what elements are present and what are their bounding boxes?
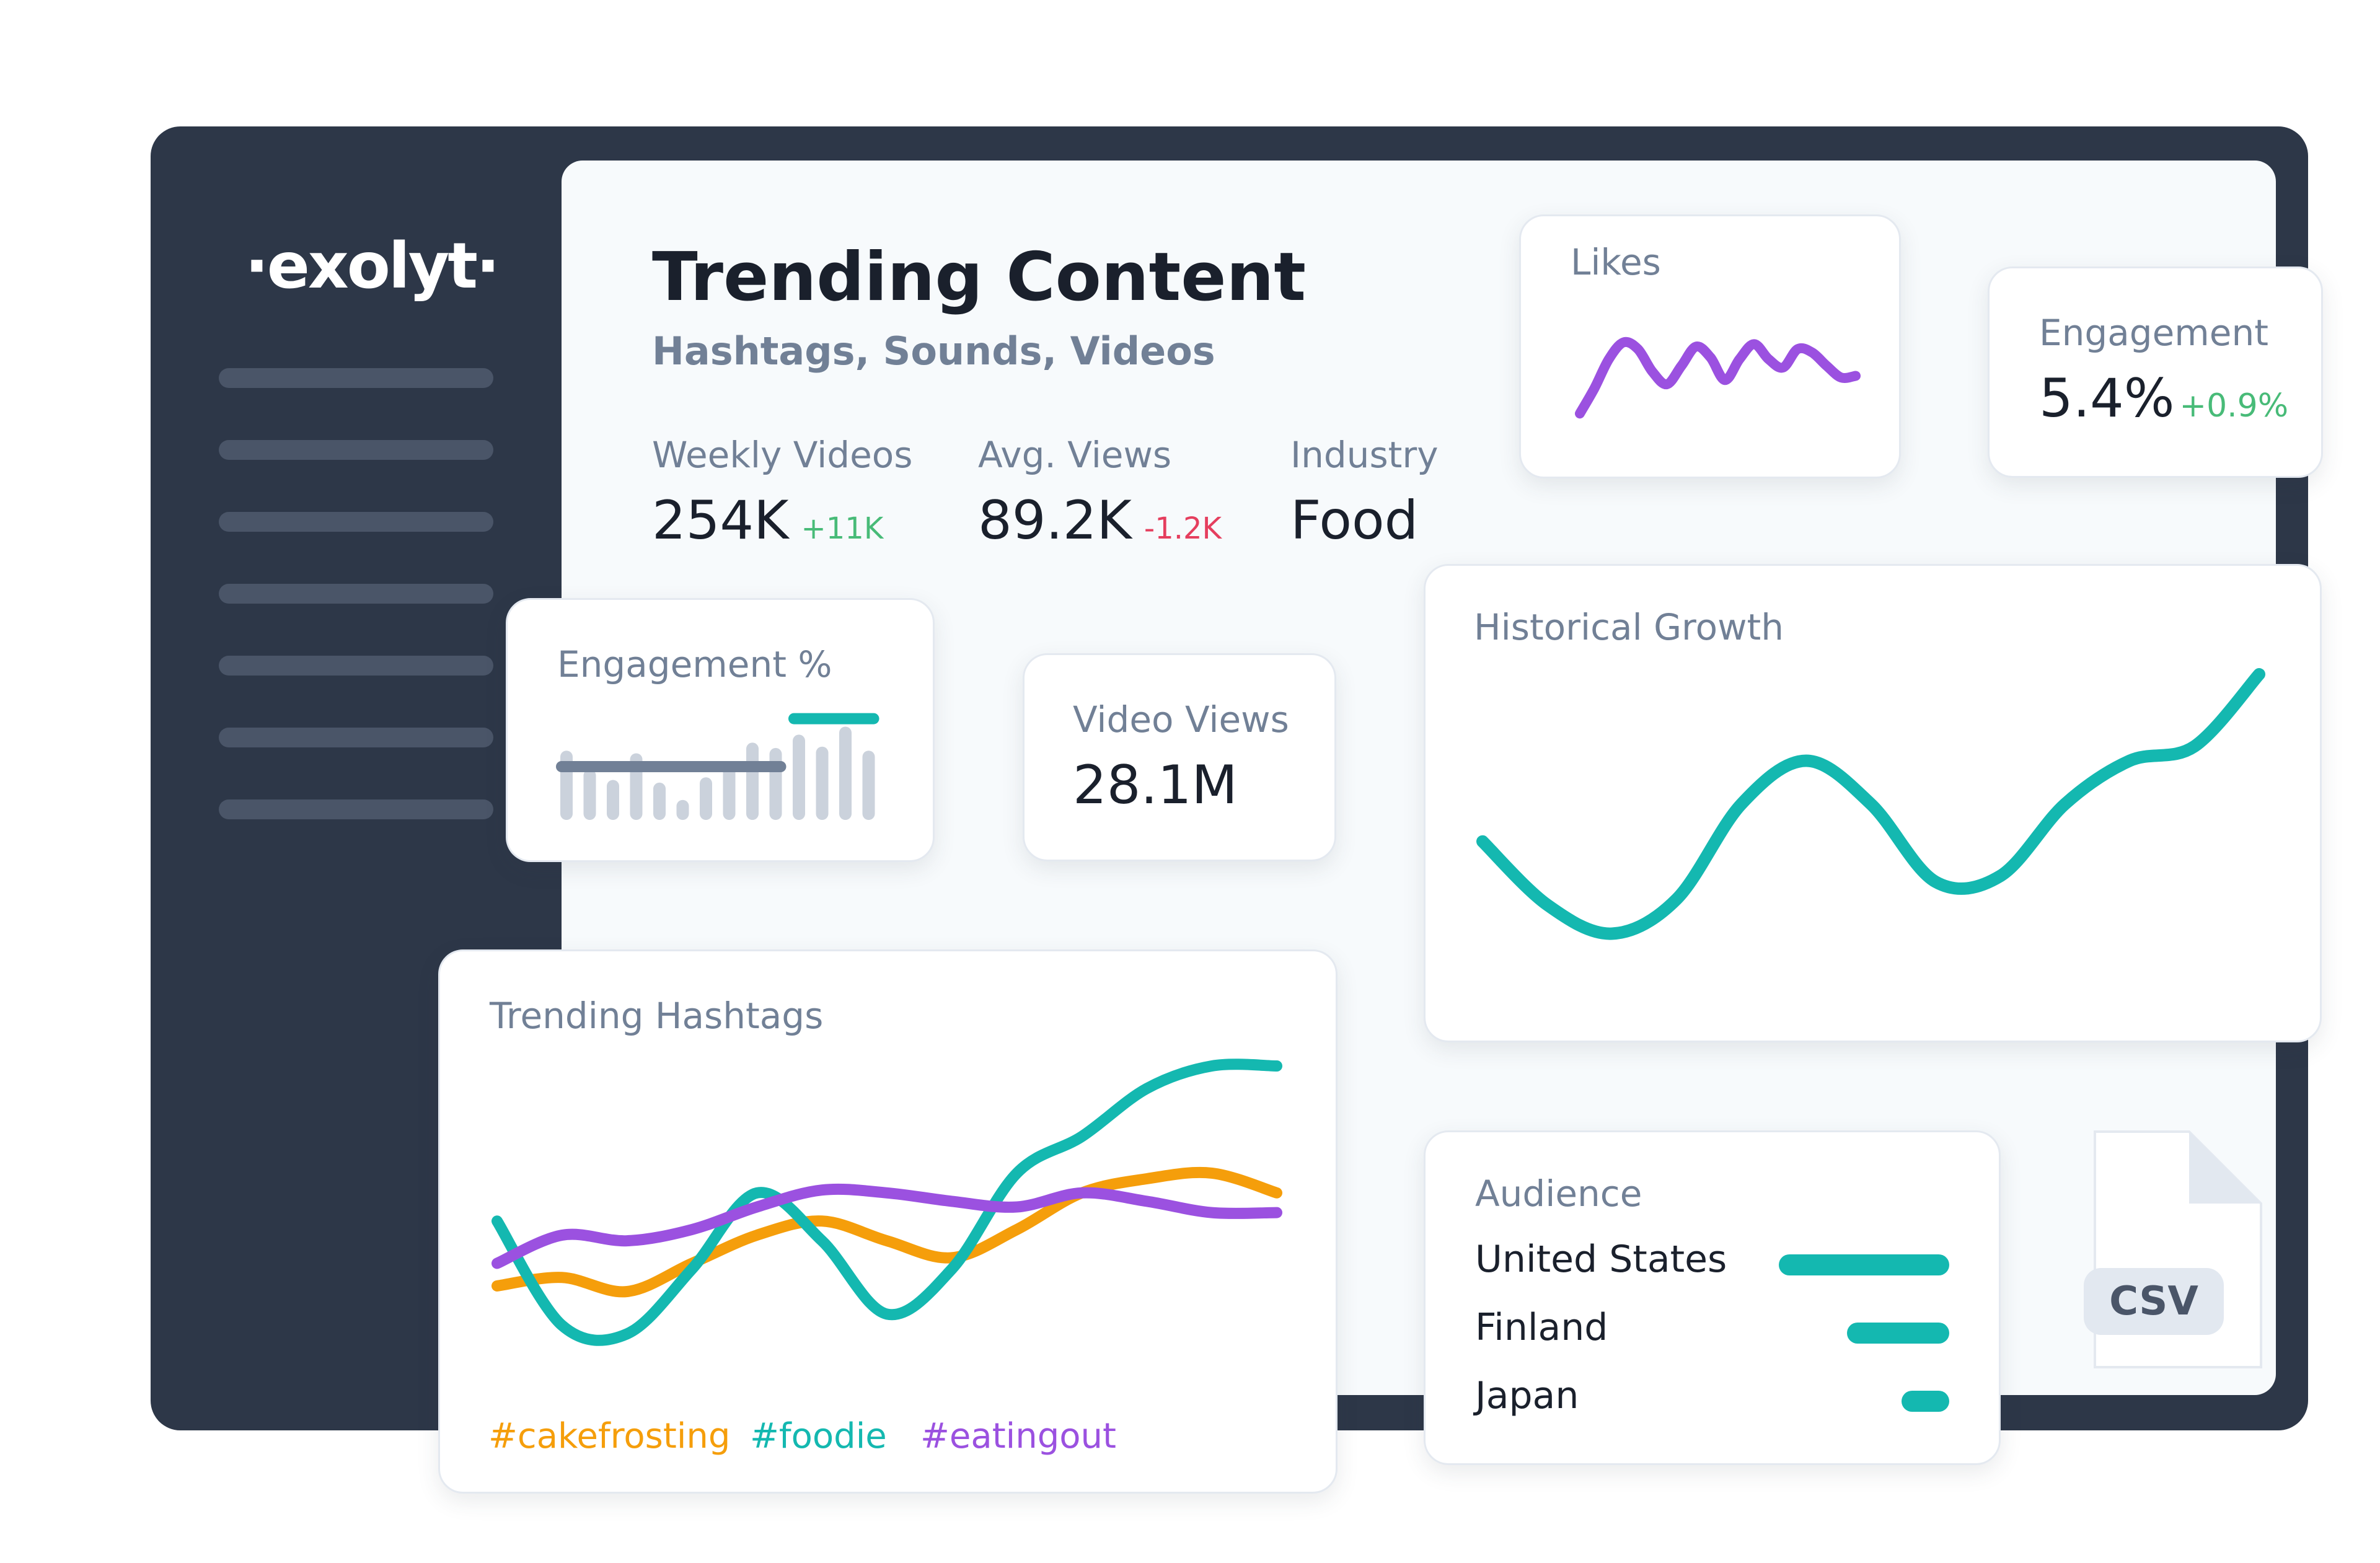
trending-hashtags-chart — [491, 1059, 1282, 1346]
audience-label-united-states: United States — [1475, 1238, 1727, 1281]
page-subtitle: Hashtags, Sounds, Videos — [652, 328, 1215, 374]
engagement-delta: +0.9% — [2179, 387, 2289, 425]
engagement-bar — [769, 747, 782, 820]
stat-value-weekly-videos: 254K — [652, 490, 789, 552]
legend-eatingout[interactable]: #eatingout — [920, 1416, 1116, 1456]
engagement-bar — [653, 782, 666, 820]
hashtag-line-eatingout — [491, 1183, 1282, 1269]
engagement-bar — [607, 780, 619, 820]
trending-hashtags-card[interactable]: Trending Hashtags — [438, 949, 1338, 1494]
likes-sparkline — [1575, 337, 1861, 419]
likes-line — [1575, 337, 1861, 419]
historical-growth-title: Historical Growth — [1474, 606, 1784, 648]
stat-avg-views: 89.2K -1.2K — [978, 490, 1222, 552]
engagement-bar — [583, 769, 596, 820]
audience-title: Audience — [1475, 1173, 1642, 1215]
historical-growth-card[interactable]: Historical Growth — [1424, 564, 2322, 1042]
hashtag-line-cakefrosting — [491, 1166, 1282, 1298]
trending-hashtags-title: Trending Hashtags — [490, 995, 824, 1037]
engagement-bar-chart — [556, 713, 879, 820]
audience-label-japan: Japan — [1475, 1374, 1579, 1417]
historical-growth-line — [1476, 668, 2265, 940]
audience-card[interactable]: Audience United States Finland Japan — [1424, 1130, 2001, 1465]
stat-value-industry: Food — [1290, 490, 1419, 552]
stat-delta-avg-views: -1.2K — [1144, 511, 1222, 546]
engagement-bar — [723, 767, 736, 820]
sidebar-item-placeholder[interactable] — [219, 512, 493, 532]
legend-foodie[interactable]: #foodie — [750, 1416, 887, 1456]
engagement-bar — [676, 799, 689, 820]
video-views-value: 28.1M — [1073, 754, 1238, 816]
csv-badge[interactable]: CSV — [2084, 1268, 2224, 1335]
audience-label-finland: Finland — [1475, 1306, 1608, 1349]
stat-value-avg-views: 89.2K — [978, 490, 1132, 552]
likes-card-title: Likes — [1571, 241, 1661, 283]
historical-growth-chart — [1476, 668, 2265, 940]
engagement-card[interactable]: Engagement 5.4% +0.9% — [1988, 266, 2323, 478]
sidebar-item-placeholder[interactable] — [219, 368, 493, 388]
sidebar-item-placeholder[interactable] — [219, 440, 493, 460]
audience-bar-united-states — [1779, 1254, 1949, 1275]
stat-label-industry: Industry — [1290, 434, 1439, 476]
sidebar-item-placeholder[interactable] — [219, 799, 493, 819]
engagement-bar — [793, 734, 805, 820]
audience-bar-japan — [1902, 1391, 1949, 1412]
audience-bar-finland — [1847, 1323, 1949, 1344]
stat-delta-weekly-videos: +11K — [801, 511, 884, 546]
engagement-bar — [839, 726, 852, 820]
stat-weekly-videos: 254K +11K — [652, 490, 883, 552]
engagement-value: 5.4% — [2039, 368, 2175, 429]
engagement-metric: 5.4% +0.9% — [2039, 368, 2288, 429]
sidebar-item-placeholder[interactable] — [219, 656, 493, 676]
video-views-title: Video Views — [1073, 698, 1289, 741]
engagement-card-title: Engagement — [2039, 312, 2268, 354]
legend-cakefrosting[interactable]: #cakefrosting — [488, 1416, 731, 1456]
engagement-bar — [862, 751, 875, 820]
exolyt-logo[interactable]: ·exolyt· — [245, 229, 500, 303]
engagement-percent-title: Engagement % — [557, 643, 832, 685]
page-title: Trending Content — [652, 239, 1307, 316]
stat-label-weekly-videos: Weekly Videos — [652, 434, 913, 476]
sidebar-item-placeholder[interactable] — [219, 728, 493, 747]
engagement-bar — [816, 746, 829, 820]
engagement-bar — [700, 777, 712, 820]
engagement-percent-card[interactable]: Engagement % — [506, 598, 935, 862]
hashtag-line-foodie — [491, 1059, 1282, 1346]
video-views-card[interactable]: Video Views 28.1M — [1023, 653, 1336, 861]
stat-label-avg-views: Avg. Views — [978, 434, 1172, 476]
engagement-bar — [746, 742, 759, 820]
likes-card[interactable]: Likes — [1519, 214, 1901, 478]
engagement-bar — [560, 751, 573, 820]
sidebar-item-placeholder[interactable] — [219, 584, 493, 604]
